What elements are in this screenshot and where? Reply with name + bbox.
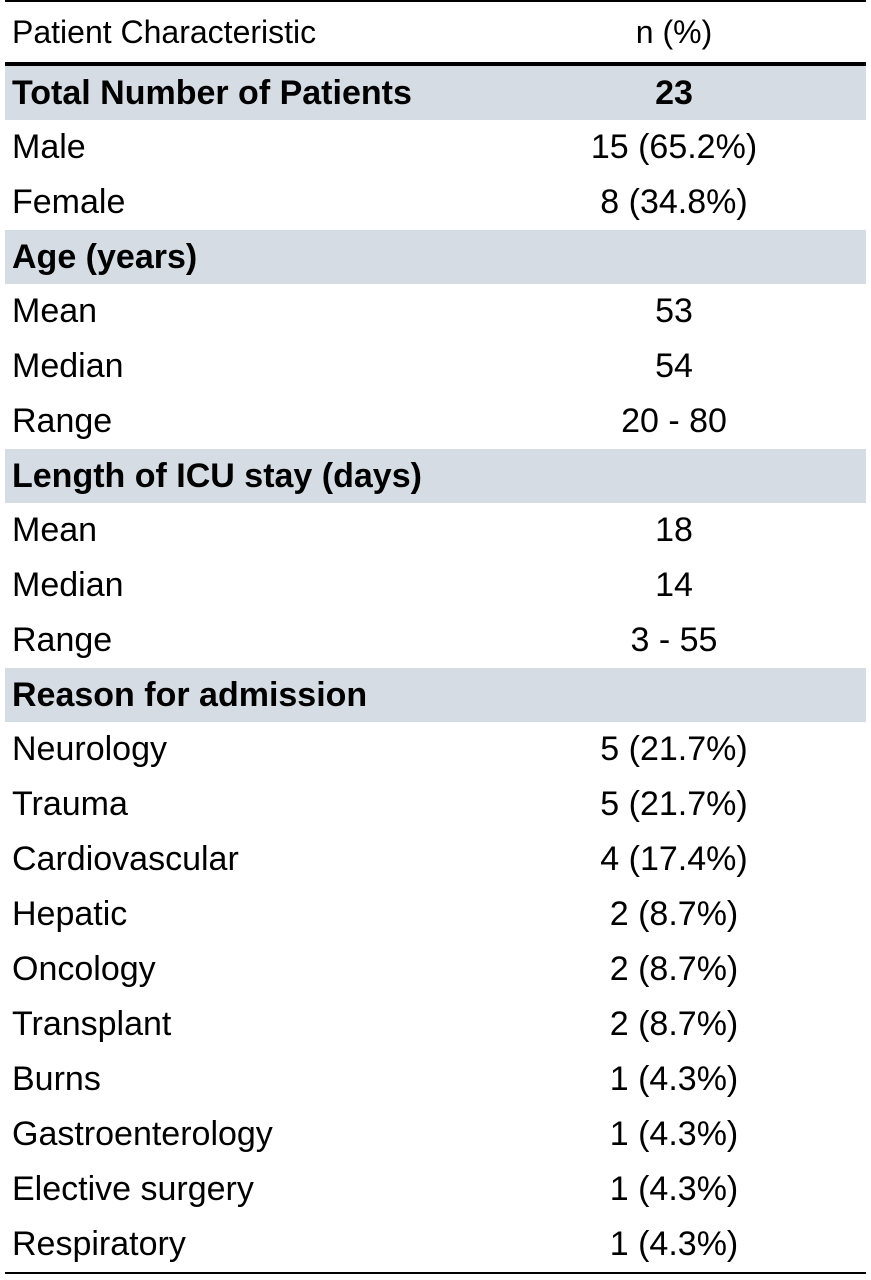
- table-row: Median 54: [5, 339, 866, 394]
- row-label: Range: [12, 402, 113, 440]
- table-row: Female 8 (34.8%): [5, 175, 866, 230]
- row-value: [550, 449, 866, 503]
- row-label: Age (years): [5, 230, 550, 284]
- row-value: 5 (21.7%): [600, 785, 748, 823]
- header-n-percent: n (%): [550, 0, 866, 66]
- row-value: 2 (8.7%): [609, 950, 739, 988]
- row-value: 53: [655, 292, 693, 330]
- table-row: Male 15 (65.2%): [5, 120, 866, 175]
- row-label: Cardiovascular: [12, 840, 239, 878]
- row-value: 23: [550, 64, 866, 120]
- row-label: Mean: [12, 511, 98, 549]
- table-row: Trauma 5 (21.7%): [5, 777, 866, 832]
- row-value: 1 (4.3%): [609, 1115, 739, 1153]
- row-label: Length of ICU stay (days): [5, 449, 550, 503]
- table-header-row: Patient Characteristic n (%): [5, 0, 866, 66]
- row-value: 1 (4.3%): [609, 1170, 739, 1208]
- row-label: Neurology: [12, 730, 167, 768]
- table-row: Elective surgery 1 (4.3%): [5, 1162, 866, 1217]
- section-row-total: Total Number of Patients 23: [5, 64, 866, 120]
- table-row: Hepatic 2 (8.7%): [5, 887, 866, 942]
- row-value: 20 - 80: [621, 402, 727, 440]
- row-label: Hepatic: [12, 895, 128, 933]
- table-row: Neurology 5 (21.7%): [5, 722, 866, 777]
- table-row: Burns 1 (4.3%): [5, 1052, 866, 1107]
- row-label: Female: [12, 183, 126, 221]
- table-row: Mean 18: [5, 503, 866, 558]
- row-label: Gastroenterology: [12, 1115, 273, 1153]
- row-value: 1 (4.3%): [550, 1217, 866, 1274]
- header-characteristic: Patient Characteristic: [5, 0, 550, 66]
- row-value: 54: [655, 347, 693, 385]
- row-value: 14: [655, 566, 693, 604]
- row-label: Range: [12, 621, 113, 659]
- table-row: Cardiovascular 4 (17.4%): [5, 832, 866, 887]
- row-value: [550, 230, 866, 284]
- section-row-age: Age (years): [5, 230, 866, 284]
- row-value: [550, 668, 866, 722]
- row-label: Burns: [12, 1060, 101, 1098]
- row-label: Median: [12, 347, 124, 385]
- row-value: 15 (65.2%): [590, 128, 758, 166]
- table-row: Gastroenterology 1 (4.3%): [5, 1107, 866, 1162]
- row-value: 2 (8.7%): [609, 895, 739, 933]
- row-value: 2 (8.7%): [609, 1005, 739, 1043]
- table-row: Transplant 2 (8.7%): [5, 997, 866, 1052]
- table-row: Range 3 - 55: [5, 613, 866, 668]
- section-row-icu-stay: Length of ICU stay (days): [5, 449, 866, 503]
- row-label: Total Number of Patients: [5, 64, 550, 120]
- row-label: Elective surgery: [12, 1170, 254, 1208]
- row-label: Transplant: [12, 1005, 172, 1043]
- row-label: Respiratory: [5, 1217, 550, 1274]
- row-value: 8 (34.8%): [600, 183, 748, 221]
- row-value: 18: [655, 511, 693, 549]
- table-row: Median 14: [5, 558, 866, 613]
- table-row: Oncology 2 (8.7%): [5, 942, 866, 997]
- row-value: 3 - 55: [630, 621, 718, 659]
- row-value: 1 (4.3%): [609, 1060, 739, 1098]
- row-label: Oncology: [12, 950, 156, 988]
- row-label: Mean: [12, 292, 98, 330]
- row-label: Male: [12, 128, 86, 166]
- patient-characteristics-table: Patient Characteristic n (%) Total Numbe…: [5, 0, 866, 1274]
- row-value: 5 (21.7%): [600, 730, 748, 768]
- table-row: Range 20 - 80: [5, 394, 866, 449]
- row-label: Reason for admission: [5, 668, 550, 722]
- row-label: Median: [12, 566, 124, 604]
- row-value: 4 (17.4%): [600, 840, 748, 878]
- table-row: Mean 53: [5, 284, 866, 339]
- table-row: Respiratory 1 (4.3%): [5, 1217, 866, 1274]
- row-label: Trauma: [12, 785, 128, 823]
- characteristics-table: Patient Characteristic n (%) Total Numbe…: [5, 0, 866, 1274]
- section-row-reason: Reason for admission: [5, 668, 866, 722]
